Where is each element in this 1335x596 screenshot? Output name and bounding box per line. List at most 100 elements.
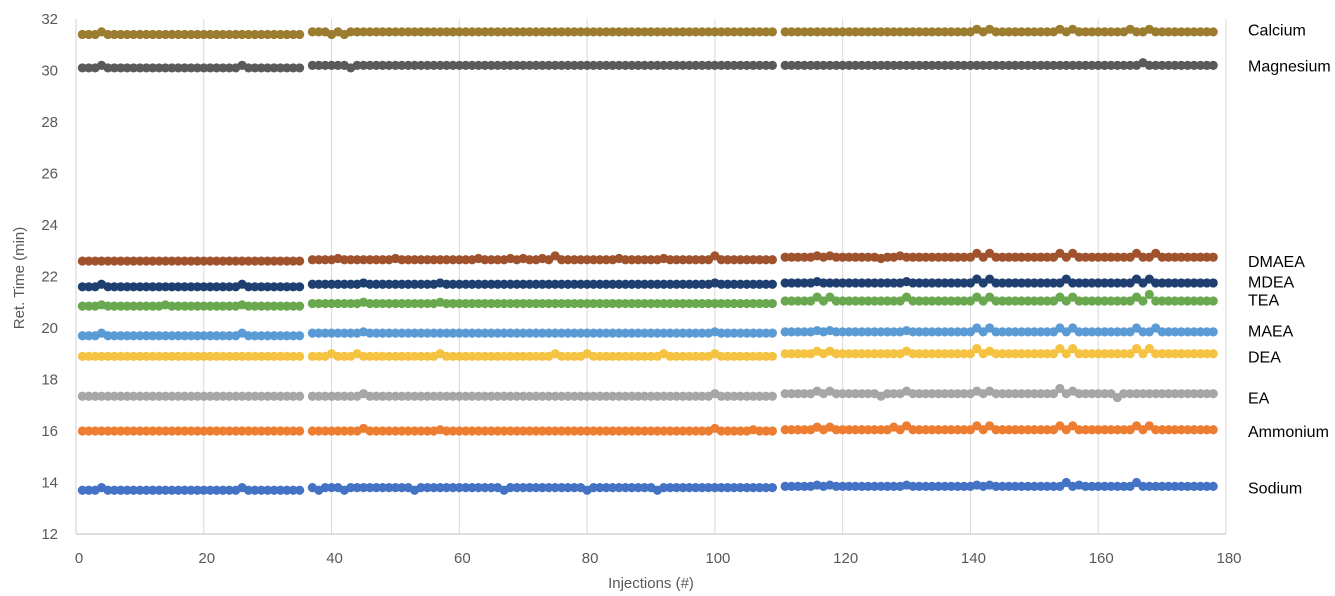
data-point	[793, 60, 803, 70]
data-point	[729, 328, 739, 338]
data-point	[652, 60, 662, 70]
data-point	[186, 351, 196, 361]
data-point	[1112, 296, 1122, 306]
data-point	[295, 485, 305, 495]
data-point	[422, 483, 432, 493]
data-point	[1157, 60, 1167, 70]
data-point	[77, 256, 87, 266]
data-point	[1170, 327, 1180, 337]
data-point	[1163, 389, 1174, 399]
data-point	[588, 27, 599, 37]
data-point	[799, 60, 809, 70]
data-point	[614, 279, 624, 289]
data-point	[199, 301, 209, 311]
data-point	[365, 391, 375, 401]
series-label: EA	[1248, 391, 1270, 408]
data-point	[275, 485, 286, 495]
data-point	[154, 282, 164, 292]
data-point	[441, 328, 452, 338]
data-point	[103, 256, 113, 266]
data-point	[1055, 60, 1065, 70]
data-point	[1042, 27, 1052, 37]
data-point	[486, 279, 496, 289]
data-point	[205, 351, 215, 361]
data-point	[697, 27, 707, 37]
data-point	[288, 426, 298, 436]
data-point	[671, 391, 682, 401]
data-point	[505, 279, 516, 289]
data-point	[1208, 389, 1218, 399]
data-point	[320, 426, 330, 436]
data-point	[339, 351, 349, 361]
data-point	[697, 426, 707, 436]
data-point	[1151, 296, 1161, 306]
data-point	[186, 485, 196, 495]
data-point	[109, 426, 119, 436]
data-point	[231, 29, 241, 40]
data-point	[77, 426, 87, 436]
data-point	[646, 60, 656, 70]
data-point	[665, 351, 675, 361]
data-point	[953, 327, 963, 337]
data-point	[850, 389, 861, 399]
data-point	[160, 282, 171, 292]
data-point	[640, 27, 650, 37]
data-point	[1036, 389, 1046, 399]
data-point	[723, 60, 733, 70]
data-point	[1176, 481, 1186, 491]
data-point	[959, 278, 969, 288]
data-point	[1087, 27, 1097, 37]
data-point	[441, 279, 452, 289]
data-point	[723, 351, 733, 361]
data-point	[128, 29, 139, 40]
data-point	[838, 252, 848, 262]
data-point	[710, 60, 720, 70]
data-point	[384, 391, 394, 401]
data-point	[256, 63, 266, 73]
data-point	[148, 282, 158, 292]
data-point	[180, 485, 190, 495]
data-point	[671, 27, 682, 37]
data-point	[620, 426, 631, 436]
data-point	[333, 279, 343, 289]
data-point	[940, 60, 950, 70]
data-point	[799, 252, 809, 262]
data-point	[180, 29, 190, 40]
data-point	[608, 483, 618, 493]
data-point	[723, 426, 733, 436]
data-point	[927, 27, 937, 37]
data-point	[224, 351, 234, 361]
data-point	[435, 391, 445, 401]
data-point	[1023, 327, 1033, 337]
data-point	[486, 255, 496, 265]
data-point	[908, 27, 918, 37]
data-point	[410, 298, 420, 309]
data-point	[1151, 481, 1161, 491]
plot-area	[77, 24, 1218, 495]
data-point	[141, 426, 151, 436]
data-point	[435, 255, 445, 265]
data-point	[921, 27, 931, 37]
data-point	[831, 278, 841, 288]
data-point	[537, 351, 547, 361]
data-point	[473, 426, 484, 436]
x-tick-label: 80	[582, 550, 599, 567]
data-point	[1042, 60, 1052, 70]
data-point	[665, 483, 675, 493]
data-point	[1023, 389, 1033, 399]
data-point	[250, 426, 260, 436]
data-point	[850, 296, 861, 306]
data-point	[863, 481, 873, 491]
x-tick-label: 20	[198, 550, 215, 567]
data-point	[378, 391, 388, 401]
data-point	[927, 278, 937, 288]
data-point	[640, 60, 650, 70]
data-point	[1183, 252, 1193, 262]
data-point	[582, 60, 592, 70]
data-point	[1195, 389, 1206, 399]
data-point	[256, 426, 266, 436]
data-point	[90, 391, 100, 401]
data-point	[569, 27, 579, 37]
data-point	[550, 328, 560, 338]
data-point	[876, 60, 886, 70]
